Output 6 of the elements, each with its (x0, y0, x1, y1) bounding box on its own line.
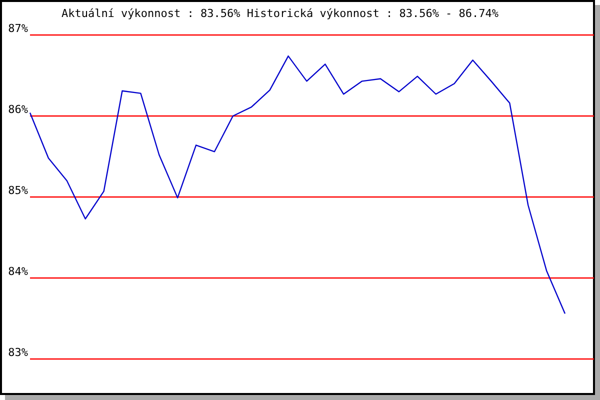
y-tick-label: 85% (8, 184, 28, 197)
y-tick-label: 87% (8, 22, 28, 35)
y-tick-label: 83% (8, 346, 28, 359)
chart-title: Aktuální výkonnost : 83.56% Historická výkonnost : 83.56% - 86.74% (61, 7, 499, 20)
y-tick-label: 86% (8, 103, 28, 116)
y-tick-label: 84% (8, 265, 28, 278)
